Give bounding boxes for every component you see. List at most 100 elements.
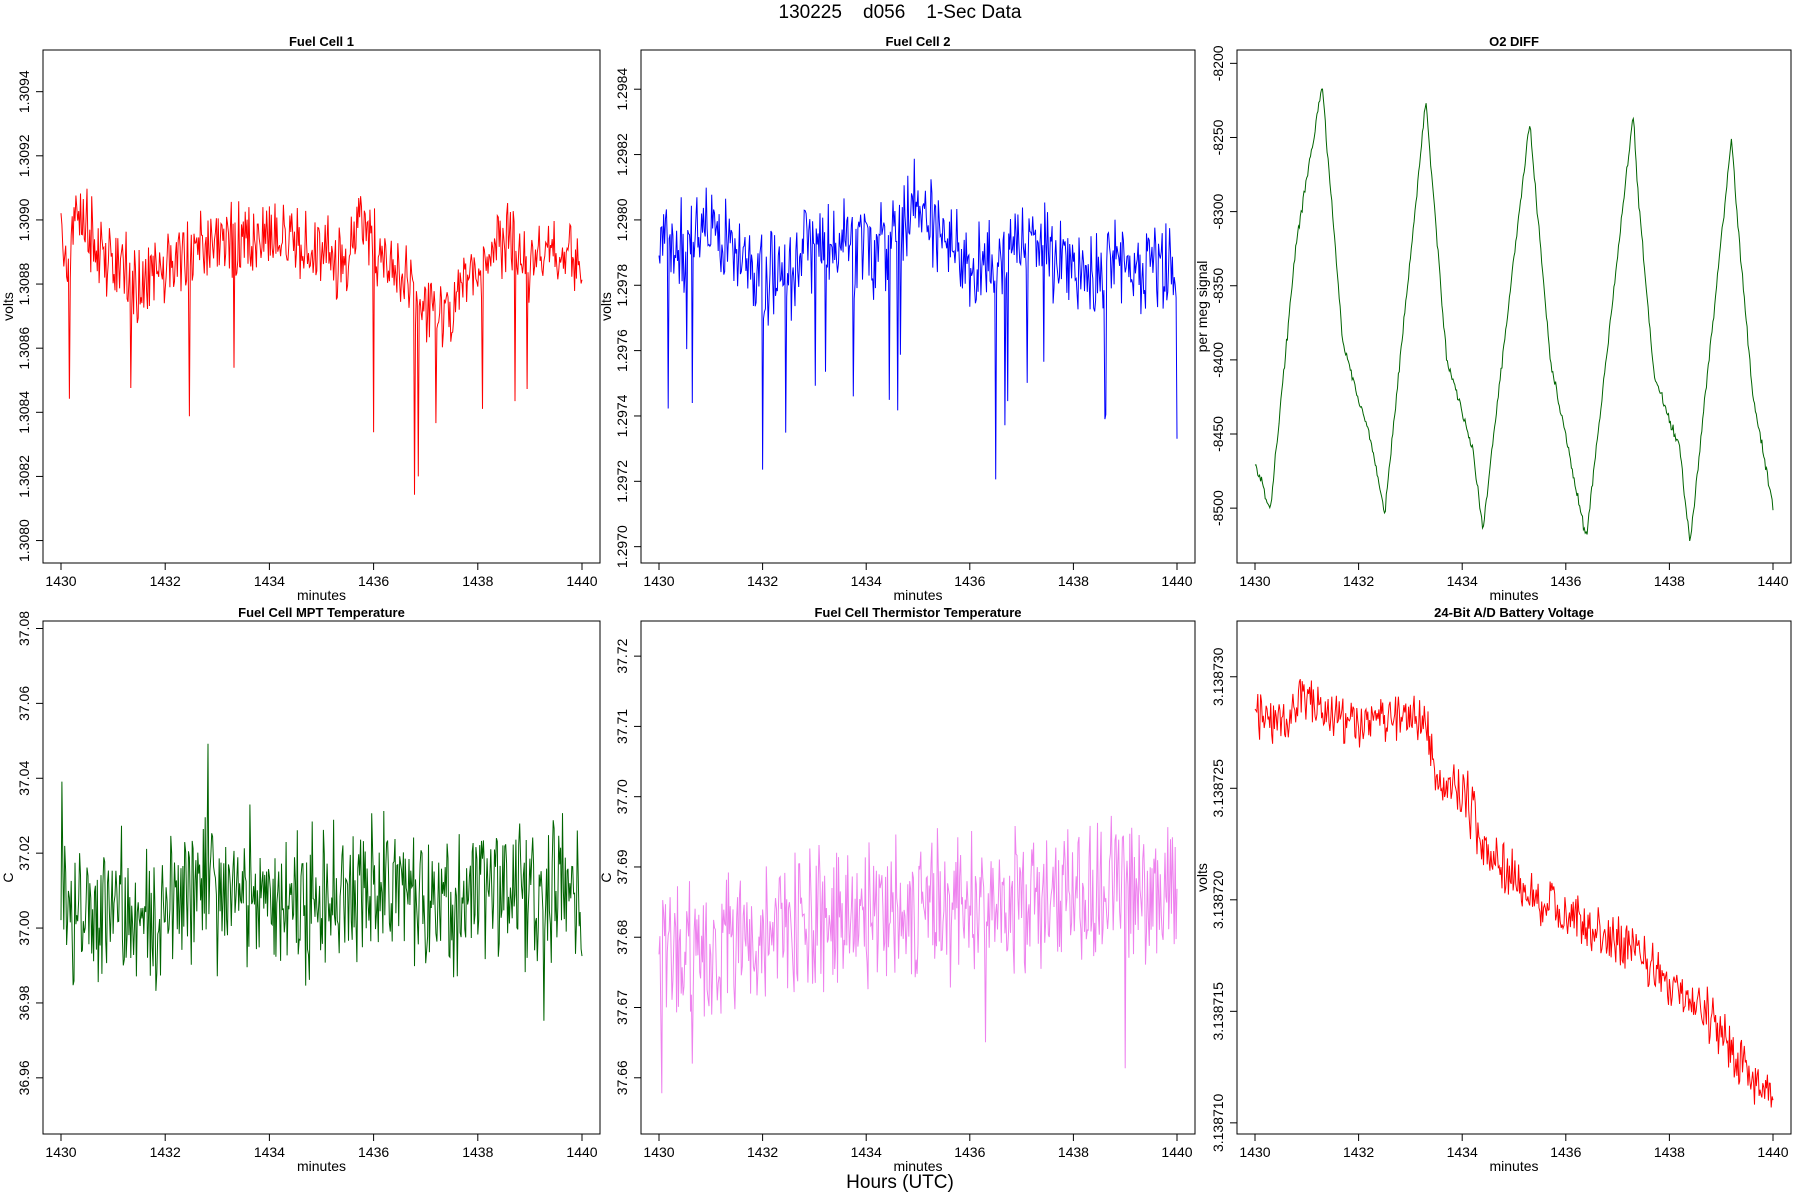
y-tick-label: 3.138715 xyxy=(1210,982,1226,1041)
plot-frame xyxy=(640,49,1196,564)
series-line xyxy=(60,188,583,495)
x-tick-label: 1432 xyxy=(1343,1144,1374,1160)
y-tick-label: 3.138725 xyxy=(1210,759,1226,818)
y-tick-label: -8450 xyxy=(1210,416,1226,452)
series-line xyxy=(1254,88,1774,542)
x-tick-label: 1434 xyxy=(254,573,285,589)
x-tick-label: 1430 xyxy=(643,1144,674,1160)
y-tick-label: 37.06 xyxy=(16,686,32,721)
x-tick-label: 1440 xyxy=(1161,1144,1192,1160)
y-tick-label: 1.3094 xyxy=(16,70,32,113)
y-tick-label: -8250 xyxy=(1210,119,1226,155)
y-tick-label: 37.67 xyxy=(614,990,630,1025)
y-tick-label: 1.3088 xyxy=(16,262,32,305)
y-tick-label: 1.2984 xyxy=(614,68,630,111)
series-line xyxy=(658,815,1178,1094)
y-tick-label: -8350 xyxy=(1210,268,1226,304)
plot-frame xyxy=(1236,49,1792,564)
y-tick-label: 37.08 xyxy=(16,611,32,646)
y-tick-label: 1.2970 xyxy=(614,525,630,568)
chart-panel-4: Fuel Cell MPT Temperature 1430 1432 1434 143… xyxy=(0,605,601,1174)
y-tick-label: 3.138720 xyxy=(1210,870,1226,929)
x-tick-label: 1436 xyxy=(358,1144,389,1160)
global-x-axis-label: Hours (UTC) xyxy=(846,1172,954,1193)
x-tick-label: 1440 xyxy=(1757,1144,1788,1160)
y-axis-label: volts xyxy=(0,292,16,321)
x-tick-label: 1432 xyxy=(150,573,181,589)
chart-title: O2 DIFF xyxy=(1489,34,1539,49)
chart-title: 24-Bit A/D Battery Voltage xyxy=(1434,605,1594,620)
chart-panel-2: Fuel Cell 2 1430 1432 1434 1436 1438 1440 minut… xyxy=(598,34,1196,603)
y-tick-label: 3.138710 xyxy=(1210,1093,1226,1152)
x-axis-label: minutes xyxy=(1489,587,1538,603)
x-axis-label: minutes xyxy=(297,587,346,603)
y-axis-label: per meg signal xyxy=(1194,261,1210,353)
plot-frame xyxy=(42,49,601,564)
x-tick-label: 1434 xyxy=(1447,1144,1478,1160)
x-tick-label: 1440 xyxy=(566,1144,597,1160)
chart-panel-1: Fuel Cell 1 1430 1432 1434 1436 1438 1440 minut… xyxy=(0,34,601,603)
chart-title: Fuel Cell 2 xyxy=(885,34,950,49)
x-tick-label: 1434 xyxy=(851,573,882,589)
y-tick-label: 37.72 xyxy=(614,638,630,673)
y-tick-label: 37.69 xyxy=(614,849,630,884)
x-tick-label: 1438 xyxy=(462,573,493,589)
y-tick-label: -8500 xyxy=(1210,490,1226,526)
x-tick-label: 1432 xyxy=(1343,573,1374,589)
chart-title: Fuel Cell 1 xyxy=(289,34,354,49)
x-tick-label: 1436 xyxy=(954,573,985,589)
y-tick-label: 37.70 xyxy=(614,779,630,814)
x-tick-label: 1436 xyxy=(1550,573,1581,589)
x-tick-label: 1434 xyxy=(851,1144,882,1160)
x-tick-label: 1430 xyxy=(643,573,674,589)
y-tick-label: -8200 xyxy=(1210,45,1226,81)
chart-panel-5: Fuel Cell Thermistor Temperature 1430 1432… xyxy=(598,605,1196,1174)
y-tick-label: 1.3082 xyxy=(16,455,32,498)
x-tick-label: 1438 xyxy=(462,1144,493,1160)
y-axis-label: C xyxy=(598,872,614,882)
y-tick-label: 1.2976 xyxy=(614,329,630,372)
x-tick-label: 1430 xyxy=(45,573,76,589)
x-tick-label: 1432 xyxy=(747,1144,778,1160)
x-tick-label: 1440 xyxy=(1161,573,1192,589)
chart-title: Fuel Cell Thermistor Temperature xyxy=(814,605,1021,620)
x-tick-label: 1430 xyxy=(1239,573,1270,589)
y-tick-label: 36.96 xyxy=(16,1060,32,1095)
x-tick-label: 1432 xyxy=(747,573,778,589)
y-tick-label: 1.2972 xyxy=(614,460,630,503)
y-tick-label: 37.71 xyxy=(614,709,630,744)
x-tick-label: 1434 xyxy=(254,1144,285,1160)
x-tick-label: 1438 xyxy=(1654,573,1685,589)
y-tick-label: 1.2978 xyxy=(614,264,630,307)
x-tick-label: 1436 xyxy=(358,573,389,589)
y-tick-label: 1.3092 xyxy=(16,134,32,177)
y-tick-label: 1.3090 xyxy=(16,198,32,241)
y-tick-label: -8300 xyxy=(1210,193,1226,229)
y-axis-label: volts xyxy=(1194,863,1210,892)
y-tick-label: 37.68 xyxy=(614,920,630,955)
x-tick-label: 1440 xyxy=(1757,573,1788,589)
x-tick-label: 1436 xyxy=(1550,1144,1581,1160)
x-axis-label: minutes xyxy=(893,1158,942,1174)
x-tick-label: 1432 xyxy=(150,1144,181,1160)
y-tick-label: 1.2974 xyxy=(614,394,630,437)
chart-panel-3: O2 DIFF 1430 1432 1434 1436 1438 1440 minutes -8… xyxy=(1194,34,1792,603)
y-tick-label: 36.98 xyxy=(16,985,32,1020)
y-tick-label: 37.66 xyxy=(614,1060,630,1095)
x-tick-label: 1440 xyxy=(566,573,597,589)
x-axis-label: minutes xyxy=(893,587,942,603)
y-tick-label: 1.3080 xyxy=(16,519,32,562)
chart-title: Fuel Cell MPT Temperature xyxy=(238,605,405,620)
y-tick-label: 37.02 xyxy=(16,835,32,870)
x-tick-label: 1430 xyxy=(45,1144,76,1160)
y-tick-label: 3.138730 xyxy=(1210,647,1226,706)
y-axis-label: volts xyxy=(598,292,614,321)
x-axis-label: minutes xyxy=(1489,1158,1538,1174)
x-tick-label: 1438 xyxy=(1058,1144,1089,1160)
x-axis-label: minutes xyxy=(297,1158,346,1174)
y-tick-label: 1.2982 xyxy=(614,133,630,176)
page-title: 130225 d056 1-Sec Data xyxy=(778,2,1022,23)
x-tick-label: 1436 xyxy=(954,1144,985,1160)
chart-panel-6: 24-Bit A/D Battery Voltage 1430 1432 1434 14… xyxy=(1194,605,1792,1174)
